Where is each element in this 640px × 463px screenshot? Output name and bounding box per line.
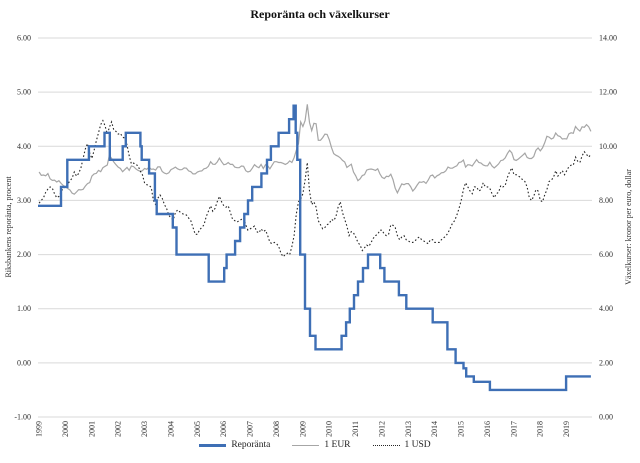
svg-text:2017: 2017 <box>509 421 518 437</box>
left-axis-title: Riksbankens reporänta, procent <box>4 176 13 278</box>
svg-text:2002: 2002 <box>114 421 123 437</box>
svg-text:2012: 2012 <box>377 421 386 437</box>
svg-text:0.00: 0.00 <box>17 358 31 367</box>
svg-text:2000: 2000 <box>61 421 70 437</box>
svg-text:2.00: 2.00 <box>599 358 613 367</box>
svg-text:4.00: 4.00 <box>599 304 613 313</box>
svg-text:2010: 2010 <box>325 421 334 437</box>
right-axis-title: Växelkurser: kronor per euro, dollar <box>624 169 633 285</box>
legend-label-reporanta: Reporänta <box>231 440 271 450</box>
svg-text:2003: 2003 <box>140 421 149 437</box>
svg-text:2013: 2013 <box>404 421 413 437</box>
svg-text:2011: 2011 <box>351 421 360 437</box>
svg-text:2008: 2008 <box>272 421 281 437</box>
svg-text:2018: 2018 <box>536 421 545 437</box>
svg-text:2014: 2014 <box>430 421 439 437</box>
svg-text:1999: 1999 <box>35 421 44 437</box>
svg-text:6.00: 6.00 <box>599 250 613 259</box>
svg-text:-1.00: -1.00 <box>14 413 31 422</box>
eur-line-swatch <box>292 444 320 446</box>
legend-label-eur: 1 EUR <box>324 440 351 450</box>
svg-text:12.00: 12.00 <box>599 88 617 97</box>
svg-text:2001: 2001 <box>87 421 96 437</box>
svg-text:0.00: 0.00 <box>599 413 613 422</box>
svg-text:6.00: 6.00 <box>17 34 31 43</box>
gridlines <box>38 37 592 418</box>
legend-item-usd: 1 USD <box>372 440 431 450</box>
chart-title: Reporänta och växelkurser <box>250 7 390 21</box>
svg-text:14.00: 14.00 <box>599 34 617 43</box>
axis-tick-labels: 6.00 5.00 4.00 3.00 2.00 1.00 0.00 -1.00 14.00 12… <box>14 34 617 438</box>
svg-text:1.00: 1.00 <box>17 304 31 313</box>
chart-legend: Reporänta 1 EUR 1 USD <box>38 440 592 450</box>
legend-item-reporanta: Reporänta <box>199 440 270 450</box>
usd-line-swatch <box>372 444 400 446</box>
svg-text:2016: 2016 <box>483 421 492 437</box>
svg-text:5.00: 5.00 <box>17 88 31 97</box>
svg-text:2015: 2015 <box>457 421 466 437</box>
svg-text:8.00: 8.00 <box>599 196 613 205</box>
svg-text:2004: 2004 <box>166 421 175 437</box>
svg-text:3.00: 3.00 <box>17 196 31 205</box>
reporanta-line-swatch <box>199 443 227 447</box>
svg-text:2009: 2009 <box>298 421 307 437</box>
data-series <box>38 104 592 392</box>
svg-text:2019: 2019 <box>562 421 571 437</box>
svg-text:2005: 2005 <box>193 421 202 437</box>
legend-item-eur: 1 EUR <box>292 440 351 450</box>
svg-text:2006: 2006 <box>219 421 228 437</box>
svg-text:4.00: 4.00 <box>17 142 31 151</box>
svg-text:10.00: 10.00 <box>599 142 617 151</box>
legend-label-usd: 1 USD <box>404 440 431 450</box>
svg-text:2007: 2007 <box>246 421 255 437</box>
svg-text:2.00: 2.00 <box>17 250 31 259</box>
